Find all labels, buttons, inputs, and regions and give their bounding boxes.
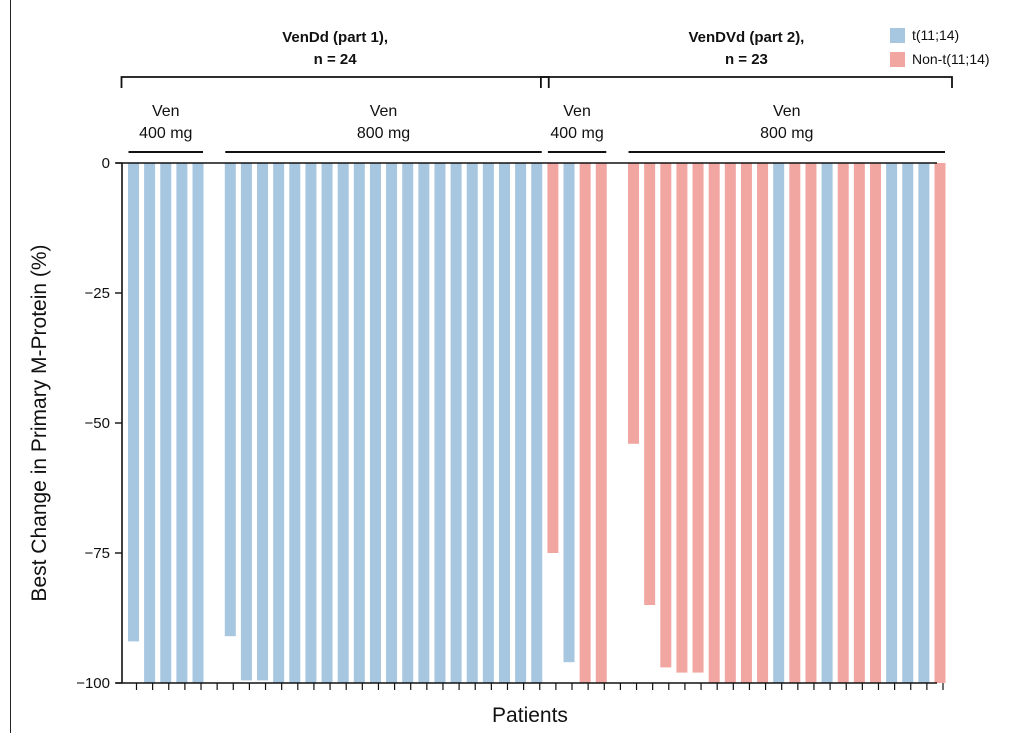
bar-15 — [386, 163, 398, 683]
bar-30 — [644, 163, 656, 605]
bar-16 — [402, 163, 414, 683]
dose-label-line2-0: 400 mg — [139, 125, 192, 142]
figure-frame — [10, 0, 1008, 733]
bar-37 — [757, 163, 769, 683]
group-n-0: n = 24 — [314, 51, 358, 68]
legend-label-0: t(11;14) — [912, 27, 959, 43]
bar-28 — [595, 163, 607, 683]
y-tick-label-0: 0 — [102, 155, 110, 172]
bar-42 — [837, 163, 849, 683]
bar-35 — [724, 163, 736, 683]
legend-swatch-0 — [890, 28, 905, 43]
bar-14 — [369, 163, 381, 683]
bar-36 — [740, 163, 752, 683]
bar-1 — [144, 163, 156, 683]
bar-18 — [434, 163, 446, 683]
y-tick-label-4: −100 — [76, 675, 110, 692]
bar-6 — [240, 163, 252, 681]
bar-38 — [773, 163, 785, 683]
y-tick-label-3: −75 — [85, 545, 110, 562]
group-title-1: VenDVd (part 2), — [689, 29, 805, 46]
bar-9 — [289, 163, 301, 683]
bar-22 — [498, 163, 510, 683]
bar-3 — [176, 163, 188, 683]
bar-44 — [869, 163, 881, 683]
bar-12 — [337, 163, 349, 683]
bar-32 — [676, 163, 688, 673]
bar-48 — [934, 163, 946, 683]
group-bracket-1 — [539, 76, 953, 88]
bar-34 — [708, 163, 720, 683]
bar-41 — [821, 163, 833, 683]
bar-17 — [418, 163, 430, 683]
bar-43 — [853, 163, 865, 683]
legend-swatch-1 — [890, 52, 905, 67]
bar-7 — [257, 163, 269, 681]
bar-23 — [515, 163, 527, 683]
y-axis-title: Best Change in Primary M-Protein (%) — [28, 244, 51, 601]
bar-20 — [466, 163, 478, 683]
bar-19 — [450, 163, 462, 683]
y-tick-label-1: −25 — [85, 285, 110, 302]
dose-label-line2-1: 800 mg — [357, 125, 410, 142]
bar-4 — [192, 163, 204, 683]
bar-21 — [482, 163, 494, 683]
bar-45 — [886, 163, 898, 683]
dose-label-line1-2: Ven — [563, 103, 591, 120]
bar-10 — [305, 163, 317, 683]
bar-31 — [660, 163, 672, 668]
bar-11 — [321, 163, 333, 683]
bar-26 — [563, 163, 575, 663]
bar-39 — [789, 163, 801, 683]
bar-24 — [531, 163, 543, 683]
dose-label-line1-0: Ven — [152, 103, 180, 120]
bar-13 — [353, 163, 365, 683]
dose-label-line1-1: Ven — [370, 103, 398, 120]
group-n-1: n = 23 — [725, 51, 768, 68]
x-axis-title: Patients — [492, 704, 568, 727]
bar-46 — [902, 163, 914, 683]
dose-label-line1-3: Ven — [773, 103, 801, 120]
dose-label-line2-2: 400 mg — [550, 125, 603, 142]
group-title-0: VenDd (part 1), — [282, 29, 388, 46]
bar-33 — [692, 163, 704, 673]
dose-label-line2-3: 800 mg — [760, 125, 813, 142]
bar-5 — [224, 163, 236, 637]
bar-47 — [918, 163, 930, 683]
bar-29 — [628, 163, 640, 444]
legend-label-1: Non-t(11;14) — [912, 51, 990, 67]
bar-2 — [160, 163, 172, 683]
bar-40 — [805, 163, 817, 683]
bar-8 — [273, 163, 285, 683]
group-bracket-0 — [120, 76, 550, 88]
bar-25 — [547, 163, 559, 553]
y-tick-label-2: −50 — [85, 415, 110, 432]
bar-0 — [128, 163, 139, 642]
bar-27 — [579, 163, 591, 683]
